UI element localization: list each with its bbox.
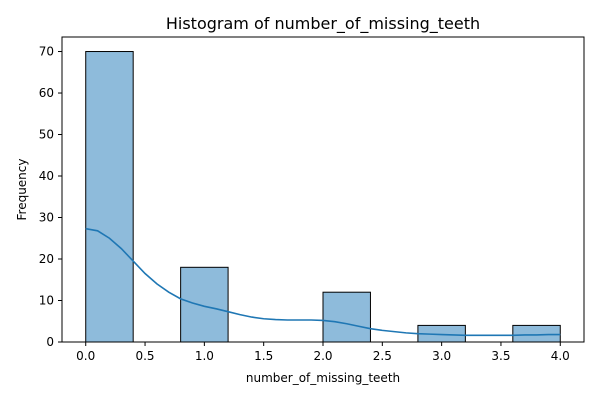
y-axis-label: Frequency [15,159,29,221]
chart-title: Histogram of number_of_missing_teeth [166,14,480,34]
x-axis-label: number_of_missing_teeth [246,371,400,385]
y-tick-label: 50 [39,128,54,142]
bars-layer [85,51,561,343]
histogram-bar-0 [85,51,134,343]
y-tick-label: 30 [39,211,54,225]
histogram-bar-9 [512,324,561,343]
x-tick-label: 2.0 [313,349,332,363]
kde-density-line [85,227,561,337]
histogram-bar-2 [180,266,229,343]
y-tick-label: 20 [39,252,54,266]
x-axis: 0.0 0.5 1.0 1.5 2.0 2.5 3.0 3.5 4.0 [76,342,570,363]
y-tick-label: 70 [39,45,54,59]
x-tick-label: 0.5 [135,349,154,363]
x-tick-label: 1.0 [195,349,214,363]
plot-frame [61,36,585,343]
x-tick-label: 0.0 [76,349,95,363]
kde-layer [85,227,561,337]
y-axis: 0 10 20 30 40 50 60 70 [39,45,62,349]
y-tick-label: 40 [39,169,54,183]
x-tick-label: 3.5 [491,349,510,363]
x-tick-label: 3.0 [432,349,451,363]
histogram-bar-5 [322,291,371,343]
x-tick-label: 4.0 [551,349,570,363]
x-tick-label: 1.5 [254,349,273,363]
x-tick-label: 2.5 [373,349,392,363]
y-tick-label: 0 [46,335,54,349]
y-tick-label: 10 [39,294,54,308]
y-tick-label: 60 [39,86,54,100]
